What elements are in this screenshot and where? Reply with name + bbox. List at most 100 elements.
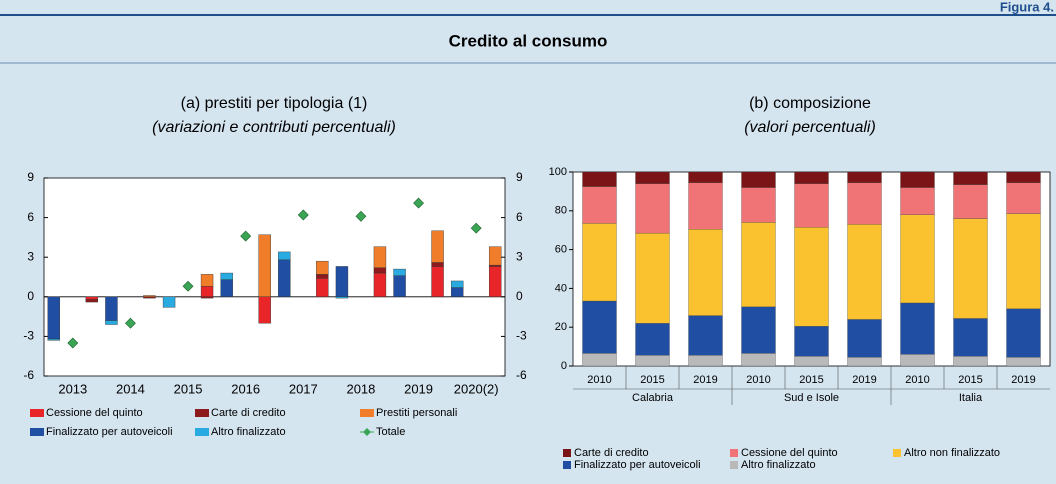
legend-swatch xyxy=(893,449,901,457)
bar-segment xyxy=(220,279,233,298)
legend-swatch xyxy=(563,449,571,457)
bar-segment xyxy=(220,272,233,280)
bar-segment xyxy=(794,326,829,357)
bar-segment xyxy=(431,262,444,267)
group-label: Calabria xyxy=(632,392,674,404)
bar-segment xyxy=(847,224,882,320)
x-tick-label: 2010 xyxy=(905,374,929,386)
bar-segment xyxy=(741,222,776,307)
bar-segment xyxy=(953,184,988,219)
group-label: Sud e Isole xyxy=(784,392,839,404)
legend-swatch xyxy=(195,409,209,417)
bar-segment xyxy=(1006,357,1041,367)
bar-segment xyxy=(582,223,617,302)
bar-segment xyxy=(688,355,723,367)
bar-segment xyxy=(393,275,406,297)
legend-swatch xyxy=(730,461,738,469)
x-tick-label: 2020(2) xyxy=(454,381,499,396)
bar-segment xyxy=(900,354,935,367)
x-tick-label: 2017 xyxy=(289,381,318,396)
y2-tick-label: 3 xyxy=(516,249,523,263)
bar-segment xyxy=(105,296,118,321)
bar-segment xyxy=(635,183,670,234)
x-tick-label: 2018 xyxy=(346,381,375,396)
bar-segment xyxy=(847,319,882,358)
bar-segment xyxy=(688,229,723,316)
figure-label: Figura 4. xyxy=(1000,0,1054,14)
x-tick-label: 2016 xyxy=(231,381,260,396)
bar-segment xyxy=(847,171,882,183)
bar-segment xyxy=(200,286,214,297)
bar-segment xyxy=(582,353,617,367)
bar-segment xyxy=(794,227,829,327)
figure-title: Credito al consumo xyxy=(449,31,608,50)
bar-segment xyxy=(335,266,349,298)
bar-segment xyxy=(900,171,935,188)
y2-tick-label: -3 xyxy=(516,329,527,343)
x-tick-label: 2010 xyxy=(587,374,611,386)
y-tick-label: 6 xyxy=(27,210,34,224)
legend-label: Totale xyxy=(376,426,405,438)
bar-segment xyxy=(335,296,349,299)
legend-swatch xyxy=(730,449,738,457)
y-tick-label: -3 xyxy=(23,329,34,343)
x-tick-label: 2019 xyxy=(852,374,876,386)
bar-segment xyxy=(635,171,670,184)
bar-segment xyxy=(741,306,776,354)
legend-label: Carte di credito xyxy=(211,407,286,419)
legend-swatch xyxy=(30,409,44,417)
chart-subtitle: (variazioni e contributi percentuali) xyxy=(152,119,396,136)
legend-swatch xyxy=(195,428,209,436)
x-tick-label: 2019 xyxy=(1011,374,1035,386)
y2-tick-label: 0 xyxy=(516,289,523,303)
bar-segment xyxy=(431,230,444,263)
x-tick-label: 2019 xyxy=(404,381,433,396)
y-tick-label: 9 xyxy=(27,170,34,184)
y-tick-label: 0 xyxy=(561,360,567,372)
y2-tick-label: 9 xyxy=(516,170,523,184)
total-marker xyxy=(125,317,136,329)
y-tick-label: 0 xyxy=(27,289,34,303)
bar-segment xyxy=(582,186,617,224)
bar-segment xyxy=(635,232,670,324)
y-tick-label: -6 xyxy=(23,368,34,382)
bar-segment xyxy=(105,320,118,325)
legend-label: Cessione del quinto xyxy=(741,447,838,459)
bar-segment xyxy=(373,246,387,268)
legend-label: Altro finalizzato xyxy=(741,459,816,471)
total-marker xyxy=(413,197,424,209)
bar-segment xyxy=(316,274,329,279)
bar-segment xyxy=(47,296,61,340)
x-tick-label: 2015 xyxy=(958,374,982,386)
chart-title: (b) composizione xyxy=(749,95,871,112)
bar-segment xyxy=(1006,171,1041,183)
plot-area xyxy=(43,177,506,377)
chart-subtitle: (valori percentuali) xyxy=(744,119,876,136)
bar-segment xyxy=(162,296,176,308)
legend-swatch xyxy=(360,409,374,417)
bar-segment xyxy=(1006,213,1041,309)
bar-segment xyxy=(488,266,502,298)
bar-segment xyxy=(688,182,723,230)
bar-segment xyxy=(900,214,935,304)
legend-label: Altro non finalizzato xyxy=(904,447,1000,459)
legend-label: Finalizzato per autoveicoli xyxy=(574,459,701,471)
bar-segment xyxy=(900,302,935,355)
legend-swatch xyxy=(30,428,44,436)
x-tick-label: 2015 xyxy=(799,374,823,386)
bar-segment xyxy=(316,260,329,275)
total-marker xyxy=(470,222,482,234)
bar-segment xyxy=(582,300,617,354)
bar-segment xyxy=(393,268,406,276)
bar-segment xyxy=(741,171,776,188)
bar-segment xyxy=(953,356,988,367)
bar-segment xyxy=(953,218,988,319)
bar-segment xyxy=(1006,182,1041,214)
chart-title: (a) prestiti per tipologia (1) xyxy=(181,95,368,112)
bar-segment xyxy=(143,295,156,298)
bar-segment xyxy=(316,278,329,298)
legend-label: Finalizzato per autoveicoli xyxy=(46,426,173,438)
y-tick-label: 20 xyxy=(555,321,567,333)
bar-segment xyxy=(847,357,882,367)
